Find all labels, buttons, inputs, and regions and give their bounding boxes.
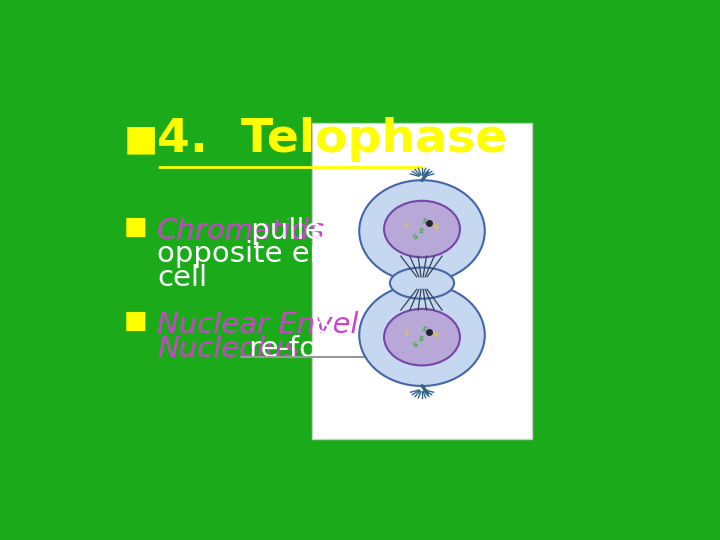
Text: S: S [418,227,424,234]
Text: Nuclear Envelope: Nuclear Envelope [157,311,413,339]
Text: re-form: re-form [240,335,356,363]
Ellipse shape [359,180,485,282]
Ellipse shape [359,284,485,386]
Text: ■: ■ [124,308,147,333]
Text: opposite ends of the: opposite ends of the [157,240,456,268]
Text: S: S [403,330,410,338]
Text: ■: ■ [124,215,147,239]
Text: S: S [433,332,440,339]
FancyBboxPatch shape [312,123,532,439]
Circle shape [384,201,460,258]
Text: &: & [305,311,337,339]
Text: 4.  Telophase: 4. Telophase [157,117,507,162]
Text: S: S [418,335,424,342]
Text: S: S [420,218,427,225]
Text: Chromatids: Chromatids [157,217,325,245]
Text: S: S [433,224,440,231]
Text: S: S [412,341,419,348]
Ellipse shape [390,267,454,299]
Text: S: S [420,326,427,334]
Text: cell: cell [157,264,207,292]
Text: ■: ■ [124,123,158,157]
Text: S: S [412,233,419,240]
Text: S: S [403,222,410,229]
Circle shape [384,309,460,366]
Text: Nucleolus: Nucleolus [157,335,299,363]
Text: pulled to: pulled to [242,217,379,245]
